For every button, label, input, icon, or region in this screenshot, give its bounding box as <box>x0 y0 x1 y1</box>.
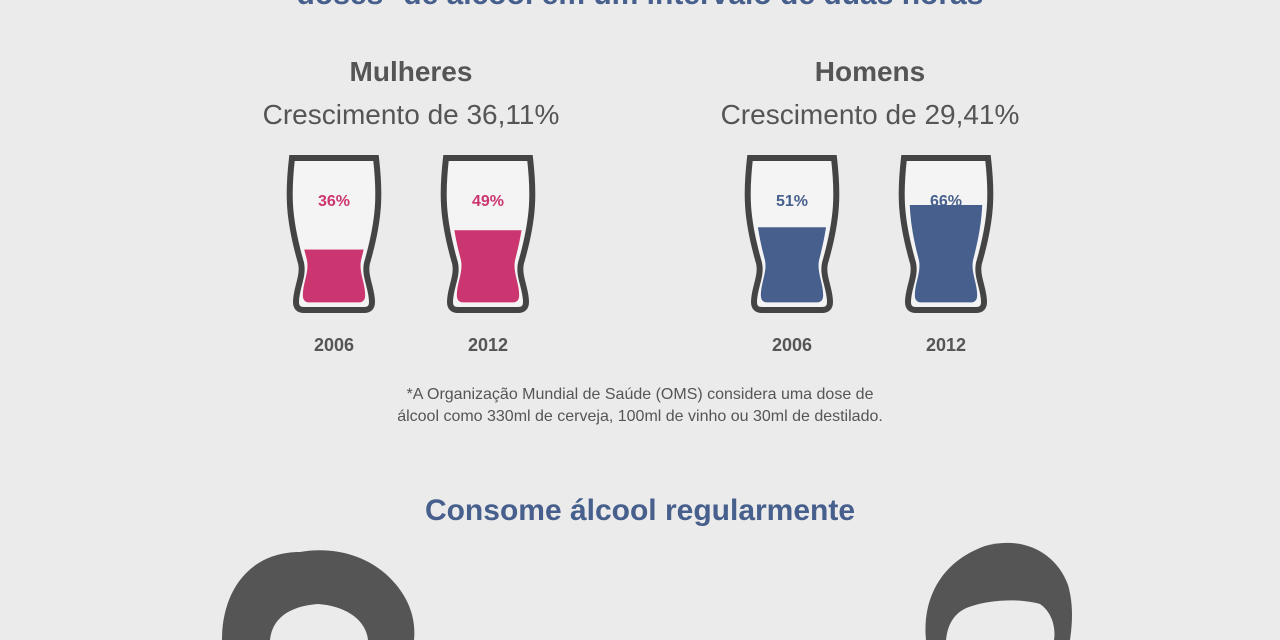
section-title: Consome álcool regularmente <box>424 494 856 527</box>
footnote-line-1: *A Organização Mundial de Saúde (OMS) co… <box>406 386 874 403</box>
value-label: 51% <box>776 193 808 210</box>
men-heading: Homens <box>814 56 926 87</box>
value-label: 66% <box>930 193 962 210</box>
value-label: 36% <box>318 193 350 210</box>
man-face-icon <box>946 600 1055 640</box>
footnote-line-2: álcool como 330ml de cerveja, 100ml de v… <box>397 408 883 425</box>
glass-fill-bar <box>909 204 983 303</box>
glass-chart: 36% 2006 49% 2012 51% 2006 66% 2012 <box>286 155 994 355</box>
infographic-title: doses* de álcool em um intervalo de duas… <box>0 0 1280 12</box>
year-label: 2012 <box>468 335 508 355</box>
year-label: 2006 <box>772 335 812 355</box>
women-heading: Mulheres <box>349 56 473 87</box>
footnote: *A Organização Mundial de Saúde (OMS) co… <box>0 384 1280 428</box>
women-growth-label: Crescimento de 36,11% <box>262 99 560 130</box>
regular-consumption-graphic <box>222 542 1072 640</box>
year-label: 2012 <box>926 335 966 355</box>
glass-fill-bar <box>755 227 829 303</box>
woman-hair-icon <box>222 550 415 640</box>
glass-fill-bar <box>451 230 525 303</box>
woman-face-icon <box>270 604 368 640</box>
glass-fill-bar <box>297 249 371 303</box>
men-growth-label: Crescimento de 29,41% <box>720 99 1020 130</box>
year-label: 2006 <box>314 335 354 355</box>
value-label: 49% <box>472 193 504 210</box>
